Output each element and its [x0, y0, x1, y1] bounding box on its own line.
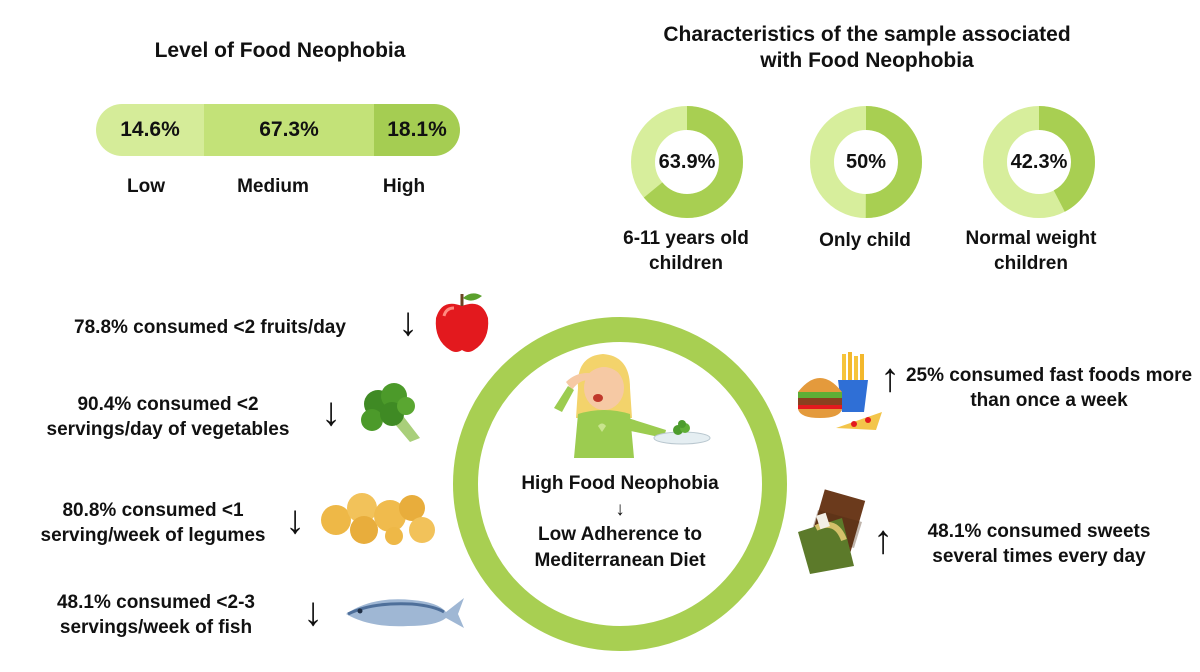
food-sweets-text: 48.1% consumed sweets several times ever…: [927, 521, 1151, 567]
chickpeas-icon: [321, 493, 435, 545]
level-segment-high: 18.1%: [374, 104, 460, 156]
down-arrow-icon: ↓: [303, 590, 323, 634]
donut-weight: [983, 106, 1095, 218]
center-arrow: ↓: [615, 498, 625, 520]
down-arrow-icon: ↓: [398, 300, 418, 344]
food-fish-text: 48.1% consumed <2-3 servings/week of fis…: [56, 592, 255, 638]
donut-arc: [983, 106, 1095, 218]
characteristic-label-weight: Normal weight children: [965, 228, 1097, 275]
donut-value-age: 63.9%: [658, 150, 716, 173]
down-arrow-icon: ↓: [285, 498, 305, 542]
level-label-medium: Medium: [237, 176, 309, 197]
level-segment-low: 14.6%: [96, 104, 204, 156]
food-fast-food-text: 25% consumed fast foods more than once a…: [905, 365, 1193, 411]
level-title: Level of Food Neophobia: [154, 39, 406, 62]
donut-age: [631, 106, 743, 218]
donut-value-weight: 42.3%: [1010, 150, 1068, 173]
donut-arc: [631, 106, 743, 218]
center-line-adherence: Low Adherence to Mediterranean Diet: [534, 524, 706, 571]
donut-only-child: [810, 106, 922, 218]
food-legumes-text: 80.8% consumed <1 serving/week of legume…: [40, 500, 266, 546]
fast-food-icon: [798, 352, 882, 430]
apple-icon: [435, 293, 489, 352]
fish-icon: [346, 598, 464, 628]
center-line-neophobia: High Food Neophobia: [521, 473, 719, 494]
characteristic-label-only-child: Only child: [819, 230, 911, 251]
donut-arc: [810, 106, 922, 218]
food-vegetables-text: 90.4% consumed <2 servings/day of vegeta…: [46, 394, 290, 440]
up-arrow-icon: ↑: [880, 356, 900, 400]
chocolate-icon: [798, 489, 866, 574]
food-fruits-text: 78.8% consumed <2 fruits/day: [74, 317, 346, 338]
characteristics-title: Characteristics of the sample associated…: [663, 23, 1071, 72]
donut-value-only-child: 50%: [845, 150, 887, 173]
level-label-high: High: [382, 176, 426, 197]
broccoli-icon: [361, 383, 420, 442]
down-arrow-icon: ↓: [321, 390, 341, 434]
level-bar: 14.6% 67.3% 18.1%: [96, 104, 460, 156]
level-label-low: Low: [127, 176, 165, 197]
level-segment-medium: 67.3%: [204, 104, 374, 156]
child-refusing-food-icon: [554, 354, 711, 458]
center-statement: High Food Neophobia ↓ Low Adherence to M…: [495, 471, 745, 574]
characteristic-label-age: 6-11 years old children: [623, 228, 749, 275]
up-arrow-icon: ↑: [873, 518, 893, 562]
